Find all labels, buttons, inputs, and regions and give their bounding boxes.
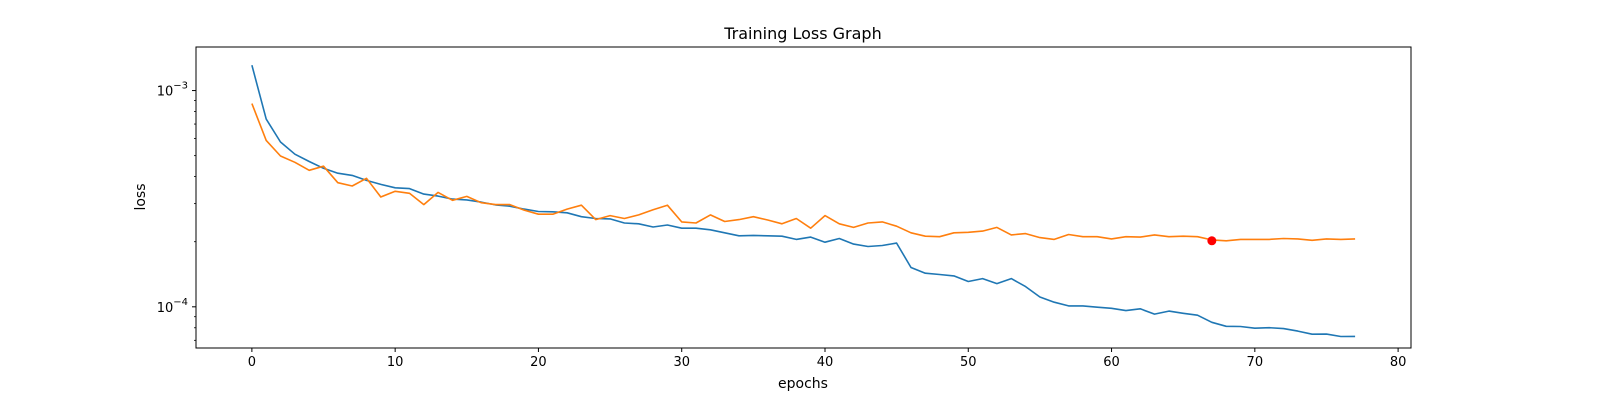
x-tick-label: 10 bbox=[387, 355, 404, 370]
series-line-1 bbox=[251, 64, 1356, 338]
x-tick-label: 80 bbox=[1390, 355, 1407, 370]
y-tick-label: 10−4 bbox=[157, 297, 188, 316]
y-tick-label: 10−3 bbox=[157, 81, 188, 100]
axes-frame bbox=[195, 46, 1412, 349]
x-tick-label: 0 bbox=[248, 355, 256, 370]
y-axis-label: loss bbox=[133, 183, 149, 210]
x-tick-label: 60 bbox=[1103, 355, 1120, 370]
x-tick-label: 50 bbox=[960, 355, 977, 370]
x-axis-label: epochs bbox=[778, 376, 828, 392]
x-tick-label: 20 bbox=[530, 355, 547, 370]
best-epoch-marker bbox=[1207, 236, 1217, 246]
chart-title: Training Loss Graph bbox=[723, 24, 881, 43]
x-tick-label: 40 bbox=[817, 355, 834, 370]
x-tick-label: 70 bbox=[1247, 355, 1264, 370]
series-line-2 bbox=[251, 103, 1356, 242]
plot-area: 0 10 20 30 40 50 60 70 80 10−3 10−4 bbox=[157, 64, 1407, 370]
x-tick-label: 30 bbox=[673, 355, 690, 370]
